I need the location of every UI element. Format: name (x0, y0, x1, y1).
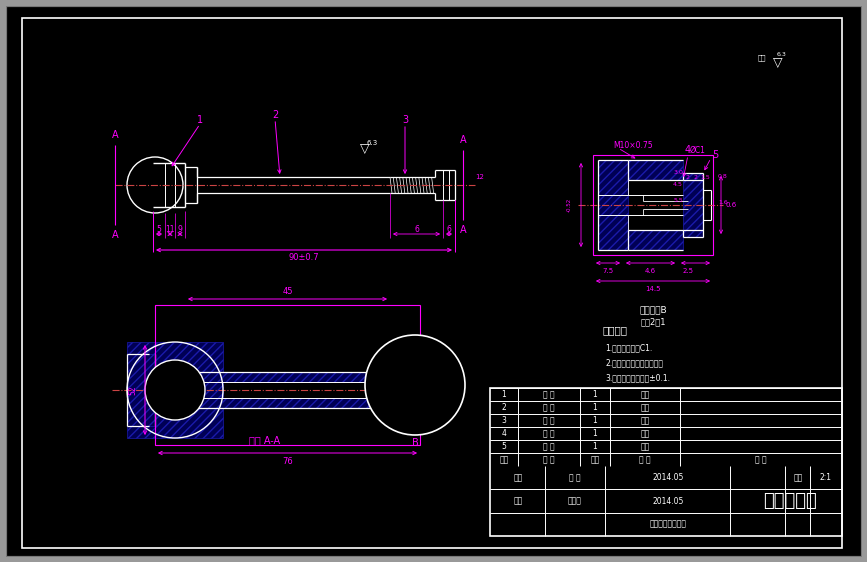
Text: 52: 52 (128, 385, 138, 395)
Text: 橡胶: 橡胶 (641, 429, 649, 438)
Bar (683, 173, 703, 237)
Bar (180, 372, 390, 382)
Bar (127, 354, 149, 426)
Text: 比例2：1: 比例2：1 (640, 318, 666, 327)
Bar (628, 230, 683, 250)
Text: 1.6: 1.6 (718, 201, 727, 205)
Text: A: A (460, 135, 466, 145)
Text: 2014.05: 2014.05 (652, 496, 684, 505)
Text: 2: 2 (272, 110, 278, 120)
Text: 4: 4 (502, 429, 506, 438)
Text: 6: 6 (414, 224, 419, 233)
Text: 序号: 序号 (499, 455, 509, 464)
Text: 45: 45 (283, 287, 293, 296)
Text: 1: 1 (197, 115, 203, 125)
Text: 3: 3 (402, 115, 408, 125)
Text: 扬州大学广院学院: 扬州大学广院学院 (649, 520, 687, 529)
Text: 2.5: 2.5 (682, 268, 694, 274)
Text: 6.3: 6.3 (777, 52, 787, 57)
Bar (598, 160, 628, 250)
Text: 名 称: 名 称 (544, 455, 555, 464)
Text: 水梧结构图: 水梧结构图 (763, 492, 817, 510)
Text: 6: 6 (447, 224, 452, 233)
Text: 90±0.7: 90±0.7 (289, 253, 319, 262)
Bar (127, 354, 155, 426)
Text: 活 塞: 活 塞 (544, 403, 555, 412)
Text: 垫 片: 垫 片 (544, 442, 555, 451)
Text: 1.5: 1.5 (701, 175, 710, 180)
Text: 比例: 比例 (793, 473, 803, 482)
Text: ØC1: ØC1 (690, 146, 706, 155)
Text: 2: 2 (686, 175, 690, 180)
Text: 钉材: 钉材 (641, 416, 649, 425)
Text: 7.5: 7.5 (603, 268, 614, 274)
Text: 制图: 制图 (513, 473, 523, 482)
Text: 12: 12 (476, 174, 485, 180)
Text: 2014.05: 2014.05 (652, 473, 684, 482)
Text: 数量: 数量 (590, 455, 600, 464)
Bar (127, 342, 223, 438)
Text: 其余: 其余 (758, 55, 766, 61)
Circle shape (365, 335, 465, 435)
Text: 1: 1 (593, 390, 597, 399)
Text: 1: 1 (593, 403, 597, 412)
Bar (628, 160, 683, 180)
Text: 0.8: 0.8 (718, 174, 727, 179)
Text: 弹 簧: 弹 簧 (544, 416, 555, 425)
Text: 1: 1 (593, 429, 597, 438)
Text: A: A (460, 225, 466, 235)
Text: 1: 1 (593, 442, 597, 451)
Text: 11: 11 (166, 224, 175, 233)
Text: 2.吹嘴与吸头要紧密连接。: 2.吹嘴与吸头要紧密连接。 (605, 359, 663, 368)
Text: 局部剔面B: 局部剔面B (639, 306, 667, 315)
Text: 技术要求: 技术要求 (603, 325, 628, 335)
Text: 1: 1 (593, 416, 597, 425)
Text: 密 封: 密 封 (544, 429, 555, 438)
Text: ▽: ▽ (360, 142, 370, 155)
Text: 用 注: 用 注 (755, 455, 766, 464)
Text: 材 料: 材 料 (639, 455, 651, 464)
Text: -0.52: -0.52 (566, 198, 571, 212)
Bar (593, 155, 713, 255)
Text: 3.0: 3.0 (673, 170, 683, 175)
Bar (180, 398, 390, 408)
Text: 橡胶: 橡胶 (641, 442, 649, 451)
Text: 蔡希海: 蔡希海 (568, 496, 582, 505)
Text: 5: 5 (502, 442, 506, 451)
Bar (490, 388, 842, 536)
Text: A: A (112, 130, 118, 140)
Text: A: A (112, 230, 118, 240)
Text: 0.6: 0.6 (726, 202, 737, 208)
Text: 5: 5 (712, 150, 718, 160)
Text: 76: 76 (282, 456, 293, 465)
Text: 2:1: 2:1 (820, 473, 832, 482)
Text: 6.3: 6.3 (367, 140, 378, 146)
Circle shape (145, 360, 205, 420)
Text: 钓鑰: 钓鑰 (641, 390, 649, 399)
Text: B: B (412, 438, 419, 448)
Text: 4: 4 (685, 145, 691, 155)
Text: 2: 2 (502, 403, 506, 412)
Text: 2: 2 (693, 175, 697, 180)
Text: 3: 3 (502, 416, 506, 425)
Text: ▽: ▽ (773, 56, 783, 69)
Bar (155, 305, 420, 445)
Text: 1.未标注尺寸角C1.: 1.未标注尺寸角C1. (605, 343, 652, 352)
Text: 5: 5 (157, 224, 161, 233)
Text: 1: 1 (502, 390, 506, 399)
Text: 5.5: 5.5 (673, 197, 683, 202)
Text: 钉材: 钉材 (641, 403, 649, 412)
Text: 剔面 A-A: 剔面 A-A (250, 435, 281, 445)
Text: 审核: 审核 (513, 496, 523, 505)
Text: 3.实际尺寸允差均为±0.1.: 3.实际尺寸允差均为±0.1. (605, 374, 670, 383)
Text: M10×0.75: M10×0.75 (613, 140, 653, 149)
Text: 4.5: 4.5 (673, 183, 683, 188)
Text: 9: 9 (178, 224, 182, 233)
Text: 弹 头: 弹 头 (544, 390, 555, 399)
Text: 14.5: 14.5 (645, 286, 661, 292)
Text: 4.6: 4.6 (645, 268, 656, 274)
Text: 提 孙: 提 孙 (570, 473, 581, 482)
